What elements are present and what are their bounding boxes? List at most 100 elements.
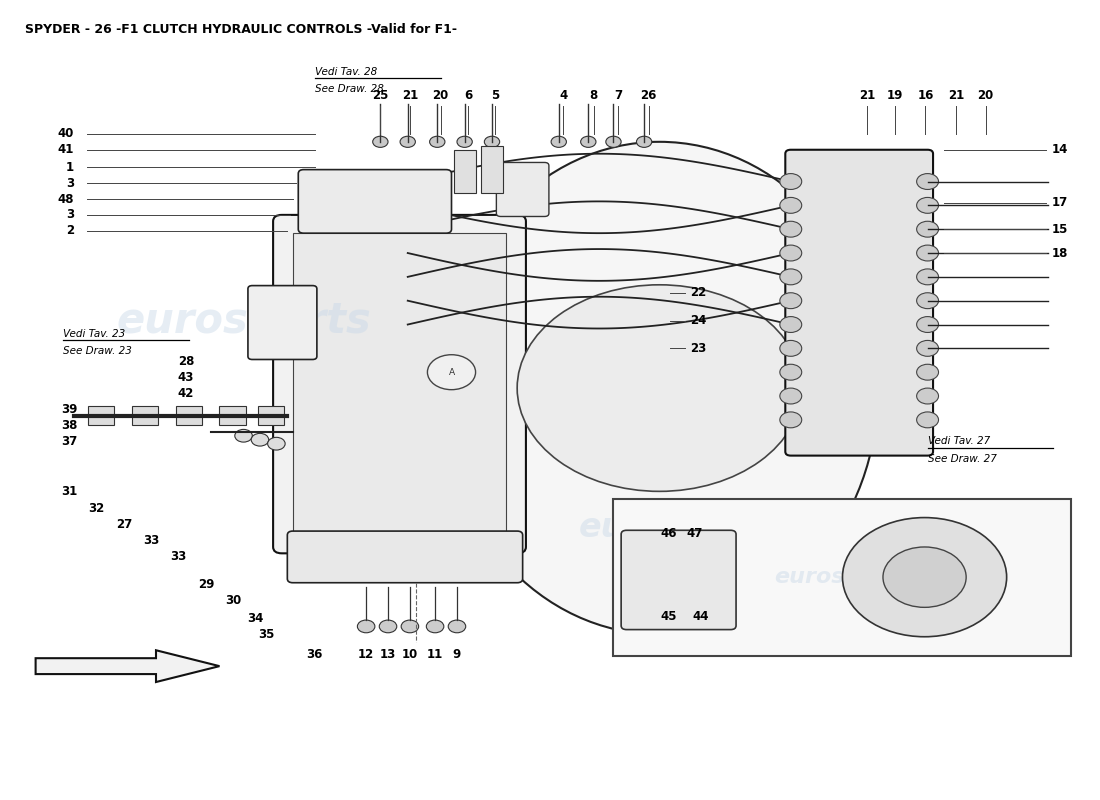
FancyBboxPatch shape [287, 531, 522, 582]
Text: 31: 31 [60, 485, 77, 498]
Text: 38: 38 [60, 419, 77, 432]
Text: 36: 36 [307, 648, 323, 661]
Text: 48: 48 [57, 193, 74, 206]
Bar [453, 150, 475, 194]
Circle shape [916, 341, 938, 356]
Text: 11: 11 [427, 648, 443, 661]
Text: 32: 32 [88, 502, 104, 515]
Text: 17: 17 [1052, 197, 1067, 210]
Circle shape [428, 354, 475, 390]
Circle shape [637, 136, 652, 147]
Bar [220, 406, 245, 426]
Circle shape [517, 285, 802, 491]
Circle shape [402, 620, 419, 633]
Text: 20: 20 [432, 89, 449, 102]
Bar [614, 498, 1071, 656]
Text: eurosparts: eurosparts [774, 567, 911, 587]
Text: 25: 25 [372, 89, 388, 102]
Text: 20: 20 [978, 89, 993, 102]
Text: 23: 23 [690, 342, 706, 355]
Text: 45: 45 [660, 610, 676, 622]
Circle shape [379, 620, 397, 633]
FancyBboxPatch shape [273, 215, 526, 554]
Circle shape [916, 412, 938, 428]
Text: 30: 30 [226, 594, 241, 606]
Circle shape [780, 317, 802, 333]
Circle shape [780, 245, 802, 261]
Text: 33: 33 [170, 550, 187, 563]
Circle shape [606, 136, 621, 147]
Circle shape [780, 388, 802, 404]
Circle shape [780, 174, 802, 190]
Text: SPYDER - 26 -F1 CLUTCH HYDRAULIC CONTROLS -Valid for F1-: SPYDER - 26 -F1 CLUTCH HYDRAULIC CONTROL… [24, 22, 456, 36]
Circle shape [448, 620, 465, 633]
Text: 37: 37 [60, 435, 77, 448]
Circle shape [400, 136, 416, 147]
FancyBboxPatch shape [785, 150, 933, 456]
Text: 40: 40 [57, 127, 74, 140]
Circle shape [780, 341, 802, 356]
Text: 33: 33 [143, 534, 160, 547]
Circle shape [267, 438, 285, 450]
Circle shape [916, 198, 938, 214]
Text: eurosparts: eurosparts [117, 299, 371, 342]
Text: 14: 14 [1052, 143, 1068, 156]
Circle shape [456, 136, 472, 147]
Text: 12: 12 [358, 648, 374, 661]
Circle shape [780, 222, 802, 237]
Text: 28: 28 [178, 355, 195, 368]
Circle shape [234, 430, 252, 442]
Circle shape [916, 245, 938, 261]
FancyBboxPatch shape [248, 286, 317, 359]
Text: 22: 22 [690, 286, 706, 299]
Text: A: A [449, 368, 454, 377]
Text: 6: 6 [464, 89, 472, 102]
FancyBboxPatch shape [298, 170, 451, 233]
Text: 41: 41 [57, 143, 74, 156]
Text: 3: 3 [66, 208, 74, 222]
Text: 19: 19 [887, 89, 903, 102]
Text: 7: 7 [614, 89, 622, 102]
Text: 9: 9 [453, 648, 461, 661]
Text: 16: 16 [917, 89, 934, 102]
Circle shape [780, 269, 802, 285]
Circle shape [430, 136, 444, 147]
Text: See Draw. 23: See Draw. 23 [63, 346, 132, 356]
Text: 10: 10 [402, 648, 418, 661]
Text: eurosparts: eurosparts [579, 510, 783, 544]
Circle shape [916, 388, 938, 404]
Circle shape [780, 198, 802, 214]
Text: 18: 18 [1052, 246, 1068, 259]
Circle shape [780, 364, 802, 380]
Text: 13: 13 [379, 648, 396, 661]
Text: 21: 21 [859, 89, 876, 102]
Text: 47: 47 [686, 527, 703, 540]
Text: 15: 15 [1052, 222, 1068, 236]
Text: 29: 29 [198, 578, 214, 591]
Circle shape [780, 412, 802, 428]
Bar [293, 233, 506, 535]
Text: 46: 46 [660, 527, 676, 540]
Bar [257, 406, 284, 426]
Text: 3: 3 [66, 177, 74, 190]
Bar [481, 146, 503, 194]
Bar [176, 406, 202, 426]
Text: 8: 8 [590, 89, 598, 102]
Text: 42: 42 [178, 387, 195, 400]
Circle shape [916, 364, 938, 380]
Circle shape [916, 269, 938, 285]
Text: 4: 4 [559, 89, 568, 102]
Circle shape [883, 547, 966, 607]
Text: 21: 21 [948, 89, 965, 102]
Circle shape [780, 293, 802, 309]
Circle shape [581, 136, 596, 147]
Bar [132, 406, 158, 426]
Text: 26: 26 [640, 89, 657, 102]
Ellipse shape [441, 142, 878, 634]
Text: See Draw. 28: See Draw. 28 [315, 84, 384, 94]
Text: 21: 21 [402, 89, 418, 102]
Circle shape [551, 136, 566, 147]
Text: Vedi Tav. 27: Vedi Tav. 27 [927, 436, 990, 446]
Bar [88, 406, 114, 426]
Text: 34: 34 [246, 612, 263, 625]
